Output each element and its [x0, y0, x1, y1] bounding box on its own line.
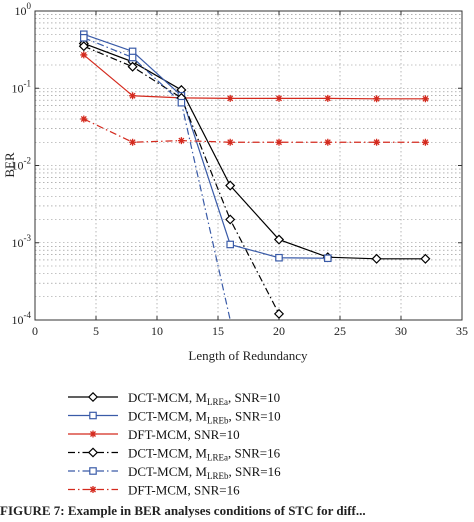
legend-marker — [87, 447, 99, 458]
series-layer — [78, 30, 431, 320]
series-5 — [79, 33, 231, 320]
data-point — [373, 138, 381, 146]
data-point — [128, 47, 137, 56]
data-point — [128, 53, 137, 62]
x-axis-label: Length of Redundancy — [188, 348, 308, 363]
data-point — [324, 138, 332, 146]
data-point — [275, 138, 283, 146]
data-point — [226, 94, 234, 102]
series-line — [83, 33, 328, 259]
data-point — [80, 51, 88, 59]
series-4 — [78, 41, 285, 319]
data-point — [80, 115, 88, 123]
axis-ticks: 0 5 10 15 20 25 30 35 100 10-1 10-2 10-3 10-4 — [12, 1, 469, 338]
data-point — [226, 138, 234, 146]
x-tick-label: 15 — [212, 324, 224, 338]
legend-marker — [89, 430, 97, 438]
data-point — [273, 234, 285, 245]
series-line — [83, 118, 426, 143]
data-point — [275, 94, 283, 102]
y-tick-label: 10-1 — [12, 78, 32, 95]
series-line — [83, 45, 280, 315]
legend-label: DFT-MCM, SNR=10 — [128, 427, 240, 442]
x-tick-label: 25 — [334, 324, 346, 338]
data-point — [275, 253, 283, 262]
data-point — [273, 308, 285, 319]
legend-label: DFT-MCM, SNR=16 — [128, 483, 240, 498]
data-point — [225, 180, 236, 191]
data-point — [324, 254, 332, 263]
data-point — [127, 61, 138, 72]
data-point — [371, 253, 382, 264]
data-point — [129, 138, 137, 146]
y-axis-label: BER — [2, 152, 17, 178]
data-point — [177, 137, 185, 145]
y-tick-label: 10-3 — [12, 233, 32, 250]
data-point — [177, 98, 186, 107]
legend-label: DCT-MCM, MLREb, SNR=10 — [128, 409, 281, 426]
data-point — [421, 95, 429, 103]
x-tick-label: 35 — [456, 324, 468, 338]
figure-caption: FIGURE 7: Example in BER analyses condit… — [0, 503, 366, 518]
grid — [35, 11, 462, 320]
legend: DCT-MCM, MLREa, SNR=10 DCT-MCM, MLREb, SN… — [68, 390, 281, 498]
data-point — [78, 41, 89, 52]
y-tick-label: 100 — [15, 1, 32, 18]
x-tick-label: 0 — [32, 324, 38, 338]
legend-label: DCT-MCM, MLREa, SNR=10 — [128, 390, 280, 407]
series-1 — [78, 38, 431, 264]
x-tick-label: 5 — [93, 324, 99, 338]
legend-label: DCT-MCM, MLREa, SNR=16 — [128, 446, 281, 463]
series-line — [83, 42, 426, 260]
legend-marker — [89, 486, 97, 493]
series-2 — [79, 30, 332, 263]
series-line — [83, 54, 426, 100]
data-point — [79, 33, 88, 42]
legend-label: DCT-MCM, MLREb, SNR=16 — [128, 464, 281, 481]
x-tick-label: 20 — [273, 324, 285, 338]
data-point — [225, 214, 236, 225]
series-6 — [80, 115, 429, 146]
data-point — [226, 240, 235, 249]
y-tick-label: 10-4 — [12, 310, 32, 327]
legend-marker — [89, 411, 97, 420]
ber-chart: 0 5 10 15 20 25 30 35 100 10-1 10-2 10-3 10-4 Length… — [2, 1, 469, 498]
data-point — [420, 253, 431, 264]
data-point — [421, 138, 429, 146]
data-point — [373, 95, 381, 103]
legend-marker — [87, 391, 99, 403]
y-tick-label: 10-2 — [12, 156, 32, 173]
x-tick-label: 30 — [395, 324, 407, 338]
data-point — [129, 92, 137, 100]
x-tick-label: 10 — [151, 324, 163, 338]
legend-marker — [89, 467, 97, 475]
data-point — [324, 94, 332, 102]
